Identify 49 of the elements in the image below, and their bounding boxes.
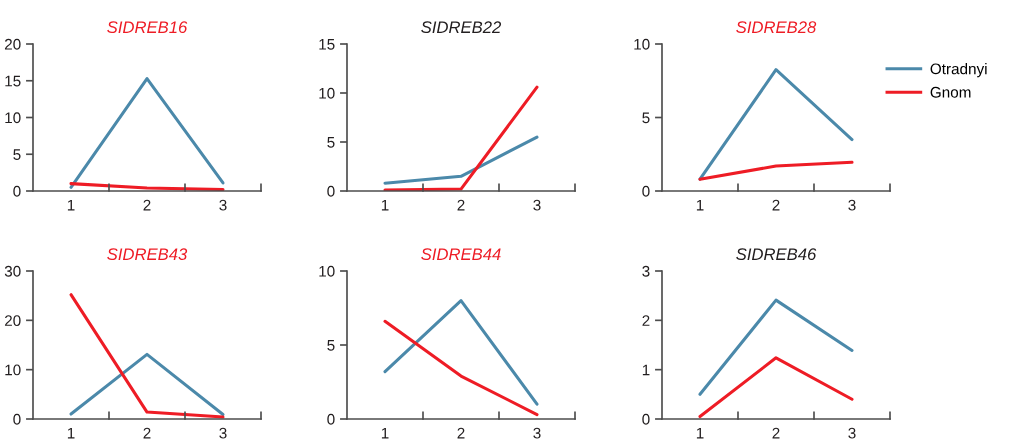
x-tick-label: 2 <box>772 199 780 211</box>
y-tick-label: 2 <box>642 315 650 326</box>
y-tick-label: 0 <box>327 413 335 425</box>
y-tick-label: 5 <box>327 340 335 351</box>
x-tick-label: 3 <box>219 199 227 211</box>
x-tick-label: 3 <box>848 427 856 439</box>
y-tick-label: 5 <box>13 149 21 160</box>
x-tick-label: 2 <box>457 427 465 439</box>
y-tick-label: 10 <box>319 265 335 277</box>
y-tick-label: 0 <box>642 413 650 425</box>
x-tick-label: 1 <box>696 199 704 211</box>
y-tick-label: 10 <box>319 87 335 99</box>
y-tick-label: 10 <box>634 38 650 50</box>
chart-title: SIDREB46 <box>736 248 817 261</box>
legend-label: Otradnyi <box>930 63 987 78</box>
x-tick-label: 3 <box>533 199 541 211</box>
y-tick-label: 3 <box>642 265 650 277</box>
x-tick-label: 1 <box>67 199 75 211</box>
chart-title: SIDREB43 <box>107 248 188 261</box>
y-tick-label: 15 <box>319 39 335 50</box>
y-tick-label: 5 <box>642 112 650 124</box>
x-tick-label: 1 <box>696 427 704 439</box>
y-tick-label: 5 <box>327 137 335 148</box>
x-tick-label: 1 <box>67 427 75 439</box>
x-tick-label: 1 <box>381 427 389 439</box>
y-tick-label: 10 <box>5 112 21 124</box>
x-tick-label: 2 <box>457 199 465 211</box>
chart-title: SIDREB16 <box>107 21 188 34</box>
y-tick-label: 20 <box>4 315 21 327</box>
chart-title: SIDREB28 <box>736 21 817 34</box>
chart-title: SIDREB44 <box>421 248 501 261</box>
y-tick-label: 10 <box>5 364 21 376</box>
x-tick-label: 2 <box>772 427 780 439</box>
y-tick-label: 0 <box>13 185 21 197</box>
y-tick-label: 1 <box>642 364 650 376</box>
y-tick-label: 15 <box>5 75 21 87</box>
y-tick-label: 0 <box>13 413 21 425</box>
y-tick-label: 30 <box>4 265 21 277</box>
x-tick-label: 2 <box>143 427 151 439</box>
y-tick-label: 20 <box>4 38 21 50</box>
x-tick-label: 3 <box>848 199 856 211</box>
x-tick-label: 2 <box>143 199 151 211</box>
x-tick-label: 3 <box>219 427 227 439</box>
y-tick-label: 0 <box>642 185 650 197</box>
legend-label: Gnom <box>930 86 971 98</box>
x-tick-label: 3 <box>533 427 541 439</box>
chart-title: SIDREB22 <box>421 21 502 34</box>
x-tick-label: 1 <box>381 199 389 211</box>
y-tick-label: 0 <box>327 185 335 197</box>
